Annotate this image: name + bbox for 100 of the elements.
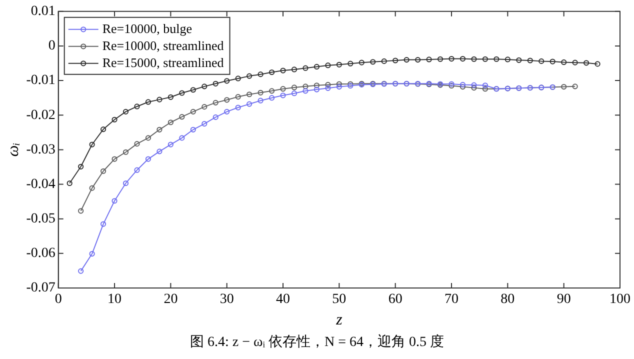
point	[89, 142, 95, 148]
point	[392, 58, 398, 64]
point	[235, 104, 241, 110]
x-tick-label: 80	[500, 292, 515, 308]
point	[516, 57, 522, 63]
point	[460, 56, 466, 62]
point	[89, 250, 95, 257]
point	[156, 126, 162, 132]
caption: 图 6.4: z − ωᵢ 依存性，N = 64，迎角 0.5 度	[188, 333, 445, 351]
point	[482, 82, 488, 88]
y-tick-label: -0.05	[26, 212, 56, 227]
point	[134, 141, 140, 147]
point	[100, 126, 106, 132]
point	[358, 60, 364, 66]
y-tick-label: -0.06	[26, 246, 56, 262]
point	[145, 135, 152, 141]
point	[482, 86, 488, 92]
point	[89, 185, 95, 191]
point	[336, 81, 342, 87]
point	[302, 65, 308, 71]
point	[448, 56, 454, 62]
x-tick-label: 90	[556, 292, 571, 308]
point	[280, 92, 286, 98]
y-tick-label: -0.01	[26, 73, 56, 88]
point	[156, 96, 162, 102]
legend-label: Re=15000, streamlined	[102, 54, 224, 70]
point	[494, 56, 500, 62]
point	[572, 84, 578, 90]
point	[314, 86, 320, 92]
x-tick-label: 30	[220, 292, 234, 308]
point	[268, 88, 275, 94]
point	[78, 268, 84, 274]
point	[302, 84, 308, 90]
x-tick-label: 70	[444, 292, 459, 308]
point	[348, 60, 354, 66]
point	[112, 116, 118, 122]
point	[134, 104, 140, 110]
point	[291, 90, 298, 96]
point	[504, 56, 510, 62]
point	[584, 60, 590, 66]
point	[246, 73, 252, 79]
point	[426, 56, 432, 62]
point	[202, 120, 208, 127]
point	[224, 108, 230, 114]
legend-label: Re=10000, bulge	[102, 20, 192, 36]
x-tick-label: 10	[108, 292, 122, 308]
point	[268, 95, 275, 101]
point	[280, 86, 286, 92]
point	[179, 114, 185, 120]
point	[190, 87, 196, 93]
point	[168, 142, 174, 148]
point	[370, 59, 376, 65]
point	[302, 88, 308, 94]
point	[460, 84, 466, 90]
point	[460, 82, 466, 88]
point	[404, 57, 410, 63]
point	[134, 167, 140, 173]
point	[336, 84, 342, 90]
point	[258, 90, 264, 96]
point	[145, 99, 152, 105]
point	[224, 78, 230, 84]
point	[100, 221, 106, 227]
x-tick-label: 60	[388, 292, 402, 308]
point	[561, 59, 567, 66]
point	[336, 62, 342, 68]
x-axis-title: z	[335, 312, 344, 329]
point	[246, 92, 252, 98]
point	[314, 82, 320, 88]
point	[471, 85, 477, 91]
point	[179, 135, 185, 141]
point	[381, 58, 387, 64]
point	[572, 60, 578, 66]
y-tick-label: -0.03	[26, 142, 56, 158]
point	[212, 80, 218, 86]
point	[325, 82, 331, 88]
point	[179, 90, 185, 96]
point	[527, 58, 533, 64]
point	[246, 101, 252, 107]
point	[235, 94, 241, 100]
y-tick-label: 0	[48, 38, 56, 54]
y-tick-label: 0.01	[30, 4, 56, 20]
point	[471, 82, 477, 88]
point	[212, 100, 218, 106]
point	[122, 180, 129, 186]
y-tick-label: -0.07	[26, 280, 56, 296]
point	[202, 84, 208, 90]
point	[122, 108, 129, 114]
point	[224, 97, 230, 103]
point	[100, 168, 106, 174]
point	[112, 198, 118, 204]
x-tick-label: 100	[610, 292, 630, 308]
y-tick-label: -0.02	[26, 108, 56, 123]
point	[471, 56, 477, 62]
y-axis-title: ωᵢ	[4, 142, 22, 157]
point	[122, 149, 129, 155]
x-tick-label: 20	[164, 292, 178, 308]
point	[291, 84, 298, 90]
point	[291, 66, 298, 72]
point	[482, 56, 488, 62]
point	[168, 94, 174, 100]
